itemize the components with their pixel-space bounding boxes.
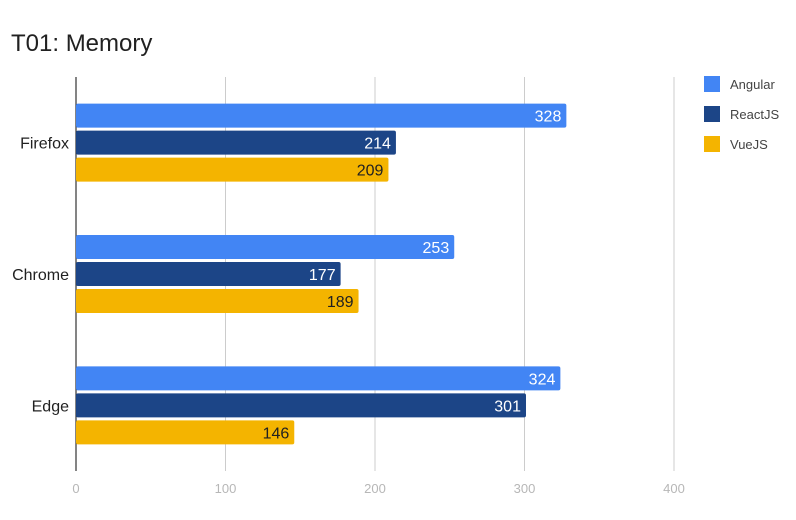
bar — [76, 157, 389, 182]
legend-label: ReactJS — [730, 107, 779, 122]
category-label: Chrome — [12, 267, 69, 284]
bar — [76, 366, 561, 391]
data-label: 177 — [309, 267, 336, 284]
bar — [76, 130, 396, 155]
data-label: 328 — [535, 109, 562, 126]
legend-swatch — [704, 106, 720, 122]
data-label: 214 — [364, 136, 391, 153]
x-tick-label: 0 — [72, 481, 79, 496]
x-tick-label: 300 — [514, 481, 536, 496]
data-label: 146 — [263, 425, 290, 442]
legend-label: VueJS — [730, 137, 768, 152]
data-label: 209 — [357, 163, 384, 180]
x-tick-label: 100 — [215, 481, 237, 496]
category-label: Edge — [32, 398, 69, 415]
x-tick-label: 200 — [364, 481, 386, 496]
bar — [76, 289, 359, 313]
legend-swatch — [704, 136, 720, 152]
x-tick-label: 400 — [663, 481, 685, 496]
chart-title: T01: Memory — [11, 30, 153, 57]
data-label: 324 — [529, 371, 556, 388]
bar — [76, 420, 295, 445]
legend-label: Angular — [730, 77, 775, 92]
data-label: 253 — [423, 240, 450, 257]
data-label: 189 — [327, 294, 354, 311]
bar — [76, 235, 455, 259]
legend-swatch — [704, 76, 720, 92]
bar — [76, 103, 567, 128]
bar — [76, 393, 526, 418]
bar — [76, 262, 341, 286]
category-label: Firefox — [20, 136, 69, 153]
data-label: 301 — [494, 398, 521, 415]
